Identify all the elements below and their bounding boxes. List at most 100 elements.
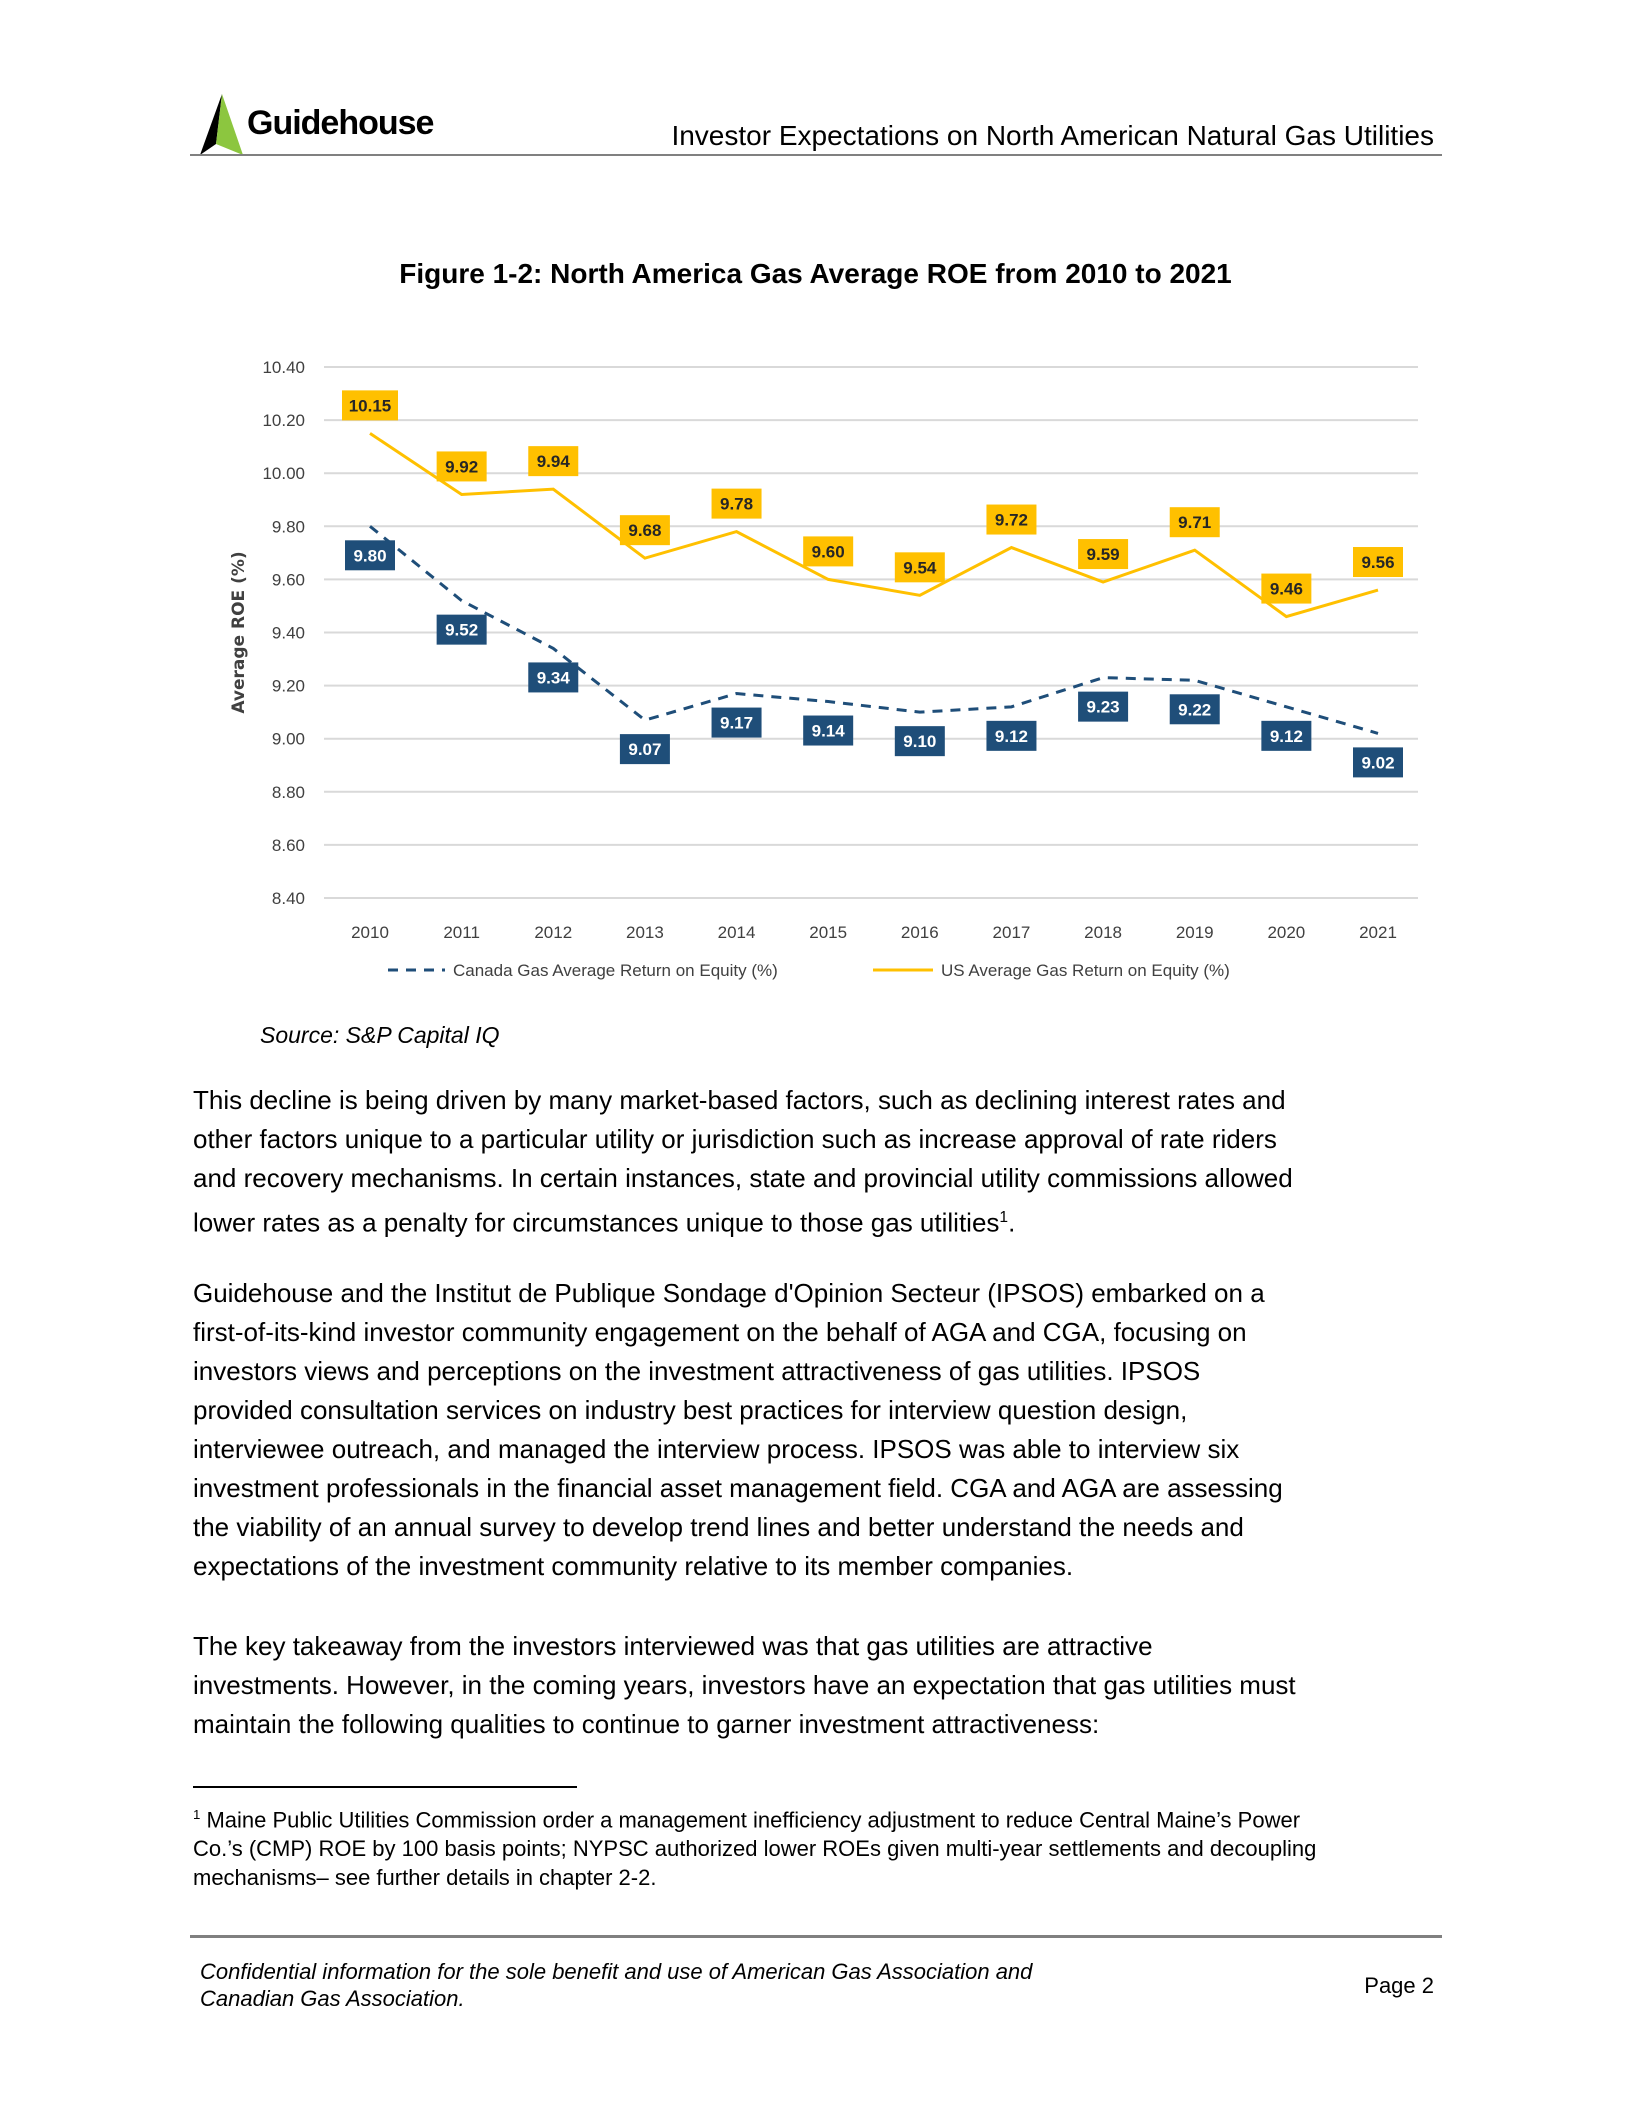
y-tick-label: 10.00	[262, 464, 305, 483]
text-line: Guidehouse and the Institut de Publique …	[193, 1278, 1265, 1308]
text-line: This decline is being driven by many mar…	[193, 1085, 1286, 1115]
footer-divider	[190, 1935, 1442, 1938]
text-line: other factors unique to a particular uti…	[193, 1124, 1277, 1154]
text-line: Confidential information for the sole be…	[200, 1959, 1033, 1984]
data-label-box	[1353, 747, 1403, 778]
text-line: lower rates as a penalty for circumstanc…	[193, 1198, 1453, 1243]
data-label: 9.12	[1270, 727, 1303, 746]
data-label: 9.02	[1361, 753, 1394, 772]
data-label-box	[1078, 539, 1129, 570]
data-label-box	[619, 515, 670, 546]
guidehouse-logo-icon	[200, 94, 243, 155]
y-tick-label: 9.80	[272, 517, 305, 536]
data-label-box	[986, 504, 1037, 535]
text-line: mechanisms– see further details in chapt…	[193, 1865, 657, 1891]
data-label: 9.72	[995, 511, 1028, 530]
y-tick-label: 9.20	[272, 677, 305, 696]
text-line: The key takeaway from the investors inte…	[193, 1631, 1153, 1661]
text-line: Canadian Gas Association.	[200, 1986, 465, 2011]
footnote: 1 Maine Public Utilities Commission orde…	[193, 1800, 1316, 1892]
y-tick-label: 9.60	[272, 570, 305, 589]
x-tick-label: 2018	[1084, 923, 1122, 942]
footnote-marker: 1	[193, 1807, 201, 1822]
data-label-box	[436, 614, 487, 645]
text-segment: .	[1008, 1207, 1016, 1238]
y-tick-label: 10.40	[262, 358, 305, 377]
x-tick-label: 2014	[718, 923, 756, 942]
footnote-divider	[193, 1786, 577, 1788]
data-label-box	[528, 662, 579, 693]
data-label: 10.15	[349, 396, 392, 415]
paragraph-1: This decline is being driven by many mar…	[193, 1081, 1453, 1243]
footer-confidential: Confidential information for the sole be…	[200, 1958, 1032, 2012]
data-label: 9.12	[995, 727, 1028, 746]
x-tick-label: 2017	[993, 923, 1031, 942]
data-label: 9.17	[720, 714, 753, 733]
data-label-box	[619, 734, 670, 765]
data-label-box	[345, 540, 395, 571]
data-label: 9.59	[1087, 545, 1120, 564]
text-line: and recovery mechanisms. In certain inst…	[193, 1163, 1293, 1193]
header-title: Investor Expectations on North American …	[671, 120, 1434, 151]
text-line: the viability of an annual survey to dev…	[193, 1512, 1244, 1542]
data-label-box	[986, 720, 1037, 751]
text-line: Co.’s (CMP) ROE by 100 basis points; NYP…	[193, 1836, 1317, 1862]
x-tick-label: 2016	[901, 923, 939, 942]
data-label-box	[803, 715, 854, 746]
figure-source: Source: S&P Capital IQ	[260, 1022, 500, 1048]
data-label-box	[803, 536, 854, 567]
data-label: 9.60	[812, 542, 845, 561]
roe-line-chart: 10.40 10.20 10.00 9.80 9.60 9.40 9.20 9.00 8.80 8…	[229, 358, 1418, 980]
y-tick-label: 8.80	[272, 783, 305, 802]
text-line: interviewee outreach, and managed the in…	[193, 1434, 1240, 1464]
data-label-box	[894, 552, 945, 583]
text-line: provided consultation services on indust…	[193, 1395, 1188, 1425]
data-label-box	[711, 707, 762, 738]
data-label-box	[1353, 547, 1403, 578]
x-tick-label: 2012	[534, 923, 572, 942]
figure-title: Figure 1-2: North America Gas Average RO…	[399, 258, 1232, 289]
y-axis-title: Average ROE (%)	[229, 551, 249, 713]
data-label-box	[436, 451, 487, 482]
data-label: 9.23	[1087, 698, 1120, 717]
y-tick-label: 8.60	[272, 836, 305, 855]
y-tick-label: 8.40	[272, 889, 305, 908]
header-divider	[190, 154, 1442, 156]
x-tick-label: 2010	[351, 923, 389, 942]
data-label: 9.34	[537, 668, 571, 687]
data-label: 9.52	[445, 621, 478, 640]
data-label: 9.46	[1270, 580, 1303, 599]
x-tick-label: 2020	[1267, 923, 1305, 942]
data-label-box	[342, 390, 398, 421]
data-label: 9.14	[812, 722, 846, 741]
data-label-box	[894, 726, 945, 757]
data-label-box	[1261, 573, 1312, 604]
page-number: Page 2	[1364, 1973, 1434, 1998]
x-tick-label: 2021	[1359, 923, 1397, 942]
data-label: 9.80	[353, 546, 386, 565]
data-label: 9.10	[903, 732, 936, 751]
text-line: first-of-its-kind investor community eng…	[193, 1317, 1247, 1347]
data-label: 9.68	[628, 521, 661, 540]
paragraph-3: The key takeaway from the investors inte…	[193, 1627, 1453, 1744]
data-label-box	[1261, 720, 1312, 751]
data-label-box	[528, 446, 579, 477]
data-label: 9.94	[537, 452, 571, 471]
data-label-box	[711, 488, 762, 519]
us-series-line	[369, 432, 1379, 619]
text-line: maintain the following qualities to cont…	[193, 1709, 1100, 1739]
data-label: 9.78	[720, 495, 753, 514]
y-tick-label: 9.00	[272, 730, 305, 749]
x-tick-label: 2011	[443, 923, 480, 942]
legend-label-canada: Canada Gas Average Return on Equity (%)	[453, 961, 778, 980]
data-label: 9.71	[1178, 513, 1211, 532]
text-segment: lower rates as a penalty for circumstanc…	[193, 1207, 1000, 1238]
data-label-box	[1169, 694, 1220, 725]
data-label: 9.92	[445, 457, 478, 476]
footnote-reference[interactable]: 1	[999, 1209, 1009, 1226]
data-label: 9.07	[628, 740, 661, 759]
data-label: 9.22	[1178, 700, 1211, 719]
text-line: investment professionals in the financia…	[193, 1473, 1283, 1503]
x-tick-label: 2019	[1176, 923, 1214, 942]
text-line: investors views and perceptions on the i…	[193, 1356, 1201, 1386]
